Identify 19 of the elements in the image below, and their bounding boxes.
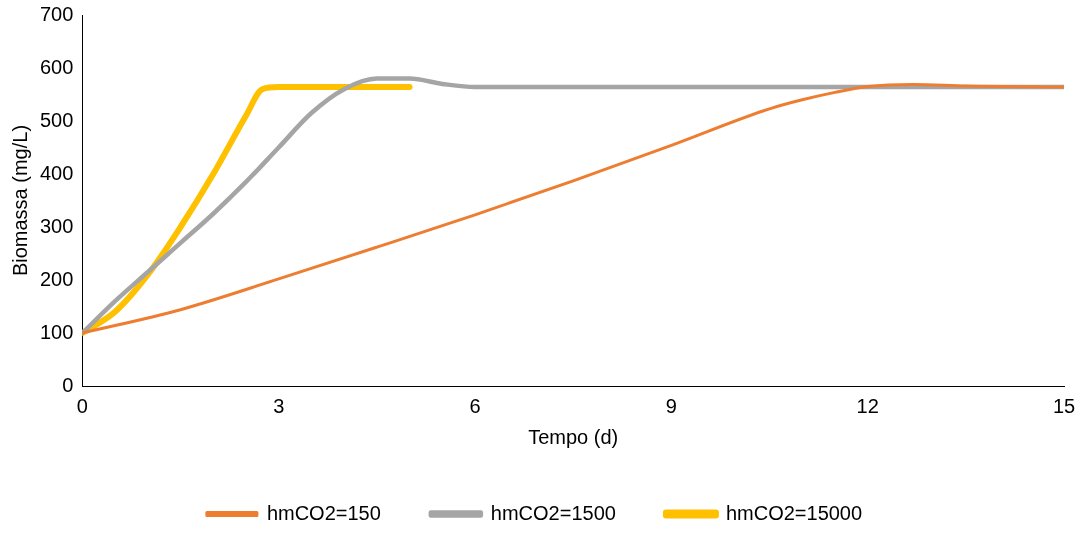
y-tick-label: 0	[62, 373, 74, 396]
x-tick-label: 0	[76, 394, 88, 417]
y-axis-title: Biomassa (mg/L)	[8, 124, 31, 277]
x-axis-title: Tempo (d)	[528, 425, 619, 448]
y-tick-label: 400	[39, 161, 74, 184]
y-tick-label: 500	[39, 108, 74, 131]
y-tick-label: 200	[39, 267, 74, 290]
legend-label: hmCO2=15000	[725, 501, 863, 524]
x-tick-label: 15	[1052, 394, 1076, 417]
y-tick-label: 300	[39, 214, 74, 237]
legend-label: hmCO2=1500	[490, 501, 616, 524]
x-tick-label: 12	[856, 394, 879, 417]
y-tick-label: 600	[39, 55, 74, 78]
y-tick-label: 700	[39, 2, 74, 25]
y-tick-label: 100	[39, 320, 74, 343]
x-tick-label: 3	[273, 394, 285, 417]
x-tick-label: 6	[469, 394, 481, 417]
legend-label: hmCO2=150	[266, 501, 381, 524]
x-tick-label: 9	[665, 394, 677, 417]
